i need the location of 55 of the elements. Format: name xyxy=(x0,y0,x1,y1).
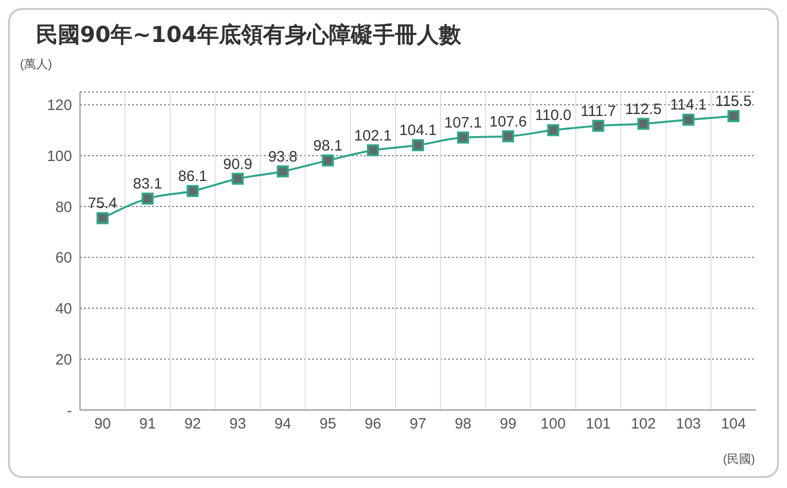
point xyxy=(547,124,560,136)
x-tick-label: 91 xyxy=(139,416,156,433)
data-label: 90.9 xyxy=(223,156,252,173)
point xyxy=(96,212,109,224)
x-tick-label: 94 xyxy=(274,416,292,433)
point xyxy=(366,144,379,156)
x-tick-label: 92 xyxy=(184,416,202,433)
x-tick-label: 90 xyxy=(94,416,111,433)
data-label: 86.1 xyxy=(178,168,208,185)
point xyxy=(276,165,289,178)
data-label: 107.6 xyxy=(489,113,527,130)
point xyxy=(142,192,154,205)
data-label: 114.1 xyxy=(670,96,707,114)
y-tick-label: 40 xyxy=(55,300,72,318)
point xyxy=(637,118,650,130)
x-tick-label: 102 xyxy=(630,416,656,433)
data-label: 111.7 xyxy=(580,102,616,120)
y-tick-label: 100 xyxy=(46,148,72,165)
data-label: 104.1 xyxy=(399,122,437,140)
data-label: 107.1 xyxy=(444,114,482,132)
data-label: 110.0 xyxy=(534,107,572,124)
point xyxy=(592,120,604,132)
x-tick-label: 103 xyxy=(676,416,701,433)
x-tick-label: 93 xyxy=(229,416,246,433)
data-label: 83.1 xyxy=(133,176,162,193)
y-tick-label: 80 xyxy=(55,198,72,216)
data-label: 98.1 xyxy=(313,137,342,154)
y-tick-label: 20 xyxy=(55,351,72,368)
point xyxy=(727,110,740,122)
point xyxy=(186,184,199,197)
point xyxy=(682,114,694,126)
data-label: 102.1 xyxy=(354,127,392,144)
point xyxy=(502,130,514,142)
x-tick-label: 100 xyxy=(540,416,566,433)
x-tick-label: 101 xyxy=(586,416,611,433)
point xyxy=(412,139,424,152)
data-label: 115.5 xyxy=(715,93,752,110)
x-tick-label: 98 xyxy=(454,416,472,433)
y-tick-label: 120 xyxy=(46,97,72,114)
y-tick-label: 60 xyxy=(55,250,72,267)
point xyxy=(232,172,244,185)
x-tick-label: 99 xyxy=(500,416,516,433)
point xyxy=(457,132,470,144)
x-tick-label: 95 xyxy=(320,416,336,433)
data-label: 93.8 xyxy=(268,148,298,166)
x-tick-label: 97 xyxy=(410,416,426,433)
data-label: 75.4 xyxy=(88,195,118,212)
point xyxy=(322,154,334,166)
x-tick-label: 96 xyxy=(364,416,382,433)
y-tick-label: - xyxy=(67,402,72,420)
y-axis-title: (萬人) xyxy=(19,56,53,72)
x-axis-title: (民國) xyxy=(723,451,755,468)
x-tick-label: 104 xyxy=(720,416,746,433)
data-label: 112.5 xyxy=(625,100,662,118)
chart-title: 民國90年~104年底領有身心障礙手冊人數 xyxy=(35,22,462,50)
